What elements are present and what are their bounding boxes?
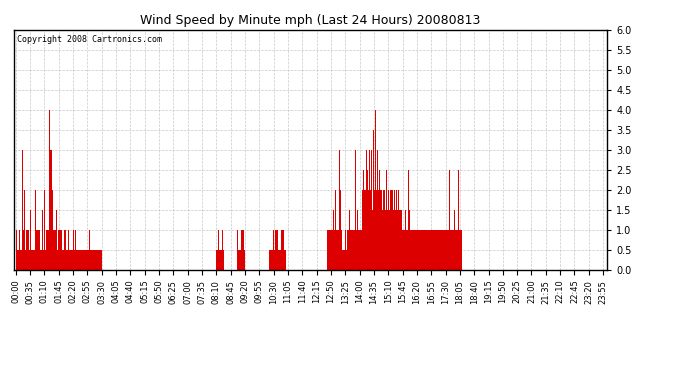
- Text: Copyright 2008 Cartronics.com: Copyright 2008 Cartronics.com: [17, 35, 161, 44]
- Title: Wind Speed by Minute mph (Last 24 Hours) 20080813: Wind Speed by Minute mph (Last 24 Hours)…: [140, 15, 481, 27]
